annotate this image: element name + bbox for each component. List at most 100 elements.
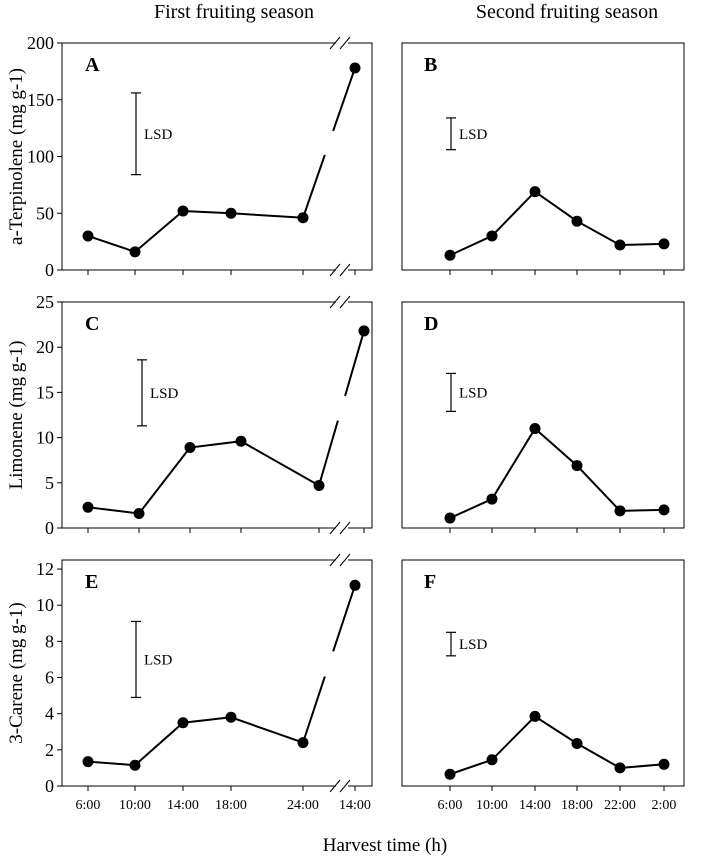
panel-b-data-point <box>529 186 541 198</box>
panel-c-series-line-break-out <box>318 420 339 486</box>
panel-a-y-tick-label: 0 <box>45 260 54 280</box>
panel-c-data-point <box>82 501 94 513</box>
panel-d-frame <box>401 301 685 529</box>
panel-c-axis-break-slash-1b <box>339 521 351 535</box>
panel-f-frame <box>401 559 685 787</box>
panel-e-y-tick-label: 6 <box>45 668 54 688</box>
panel-e-series-line-break-in <box>332 584 356 652</box>
panel-c-axis-break-slash-0b <box>339 295 351 309</box>
panel-d-data-point <box>486 493 498 505</box>
panel-e-axis-break-slash-0b <box>339 553 351 567</box>
panel-d-series-line <box>449 427 665 519</box>
panel-a-y-tick-label: 150 <box>27 90 54 110</box>
panel-a-axis-break-gap-0 <box>336 40 348 46</box>
panel-c-y-tick-label: 5 <box>45 473 54 493</box>
panel-d-data-point <box>529 423 541 435</box>
panel-c-lsd-label: LSD <box>150 386 179 402</box>
panel-a-letter: A <box>85 54 100 76</box>
panel-b-series-line <box>449 190 665 257</box>
panel-d-lsd-label: LSD <box>459 385 488 401</box>
panel-b-data-point <box>444 249 456 261</box>
panel-b-data-point <box>658 238 670 250</box>
panel-c-data-point <box>184 442 196 454</box>
panel-e-data-point <box>129 759 141 771</box>
panel-c-letter: C <box>85 313 99 335</box>
panel-a-y-tick-label: 50 <box>36 203 54 223</box>
panel-b-lsd-label: LSD <box>459 127 488 143</box>
panel-a-y-tick-label: 100 <box>27 147 54 167</box>
panel-e-y-tick-label: 12 <box>36 559 54 579</box>
panel-a-axis-break-slash-1a <box>329 263 341 277</box>
panel-e-y-tick-label: 0 <box>45 776 54 796</box>
panel-a-axis-break-slash-1b <box>339 263 351 277</box>
panel-e-data-point <box>177 717 189 729</box>
panel-e-axis-break-slash-1b <box>339 779 351 793</box>
panel-d-data-point <box>571 460 583 472</box>
panel-b-data-point <box>614 239 626 251</box>
panel-b-frame <box>401 42 685 271</box>
panel-e-y-tick-label: 2 <box>45 740 54 760</box>
panel-a-frame <box>61 42 373 271</box>
panel-e-lsd-label: LSD <box>144 652 173 668</box>
panel-c-data-point <box>358 325 370 337</box>
panel-e-x-tick-label: 6:00 <box>76 798 101 813</box>
panel-f-x-tick-label: 22:00 <box>604 798 636 813</box>
panel-e-x-tick-label: 14:00 <box>339 798 371 813</box>
panel-c-y-tick-label: 15 <box>36 382 54 402</box>
panel-f-x-tick-label: 2:00 <box>652 798 677 813</box>
panel-a-lsd-label: LSD <box>144 127 173 143</box>
panel-e-y-tick-label: 4 <box>45 704 54 724</box>
panel-f-data-point <box>486 754 498 766</box>
panel-f-data-point <box>571 738 583 750</box>
panel-e-frame <box>61 559 373 787</box>
panel-c-axis-break-slash-0a <box>329 295 341 309</box>
panel-a-data-point <box>82 230 94 242</box>
panel-f-lsd-label: LSD <box>459 637 488 653</box>
panel-a-series-line-break-out <box>302 154 326 219</box>
panel-c-axis-break-slash-1a <box>329 521 341 535</box>
panel-e-y-tick-label: 8 <box>45 631 54 651</box>
panel-e-y-tick-label: 10 <box>36 595 54 615</box>
panel-e-x-tick-label: 18:00 <box>215 798 247 813</box>
panel-b-data-point <box>486 230 498 242</box>
panel-d-data-point <box>614 505 626 517</box>
panel-e-data-point <box>82 756 94 768</box>
panel-f-x-tick-label: 14:00 <box>519 798 551 813</box>
panel-a-axis-break-slash-0b <box>339 36 351 50</box>
panel-a-data-point <box>297 212 309 224</box>
panel-d-letter: D <box>424 313 438 335</box>
panel-c-data-point <box>133 508 145 520</box>
panel-c-frame <box>61 301 373 529</box>
panel-a-axis-break-slash-0a <box>329 36 341 50</box>
panel-e-y-axis-label: 3-Carene (mg g-1) <box>6 602 27 743</box>
panel-f-x-tick-label: 10:00 <box>476 798 508 813</box>
panel-a-y-tick-label: 200 <box>27 33 54 53</box>
panel-e-data-point <box>349 579 361 591</box>
panel-f-series-line <box>449 715 665 776</box>
panel-f-data-point <box>658 758 670 770</box>
panel-c-axis-break-gap-0 <box>336 299 348 305</box>
panel-e-x-tick-label: 24:00 <box>287 798 319 813</box>
panel-e-axis-break-slash-1a <box>329 779 341 793</box>
panel-c-y-tick-label: 20 <box>36 337 54 357</box>
panel-c-data-point <box>235 435 247 447</box>
panel-a-data-point <box>177 205 189 217</box>
panel-c-data-point <box>313 480 325 492</box>
panel-e-axis-break-gap-1 <box>336 783 348 789</box>
panel-b-data-point <box>571 215 583 227</box>
panel-c-series-line <box>87 440 320 515</box>
panel-d-data-point <box>658 504 670 516</box>
panel-c-y-tick-label: 10 <box>36 428 54 448</box>
panel-a-series-line <box>87 209 304 253</box>
panel-c-series-line-break-in <box>344 330 365 397</box>
panel-a-series-line-break-in <box>332 67 356 132</box>
panel-c-y-axis-label: Limonene (mg g-1) <box>6 341 27 490</box>
panel-b: LSD B <box>401 42 685 275</box>
panel-d-data-point <box>444 512 456 524</box>
panel-e-letter: E <box>85 571 98 593</box>
panel-c-axis-break-gap-1 <box>336 525 348 531</box>
col-title-second: Second fruiting season <box>476 1 658 23</box>
panel-e-x-tick-label: 10:00 <box>119 798 151 813</box>
panel-e-axis-break-slash-0a <box>329 553 341 567</box>
